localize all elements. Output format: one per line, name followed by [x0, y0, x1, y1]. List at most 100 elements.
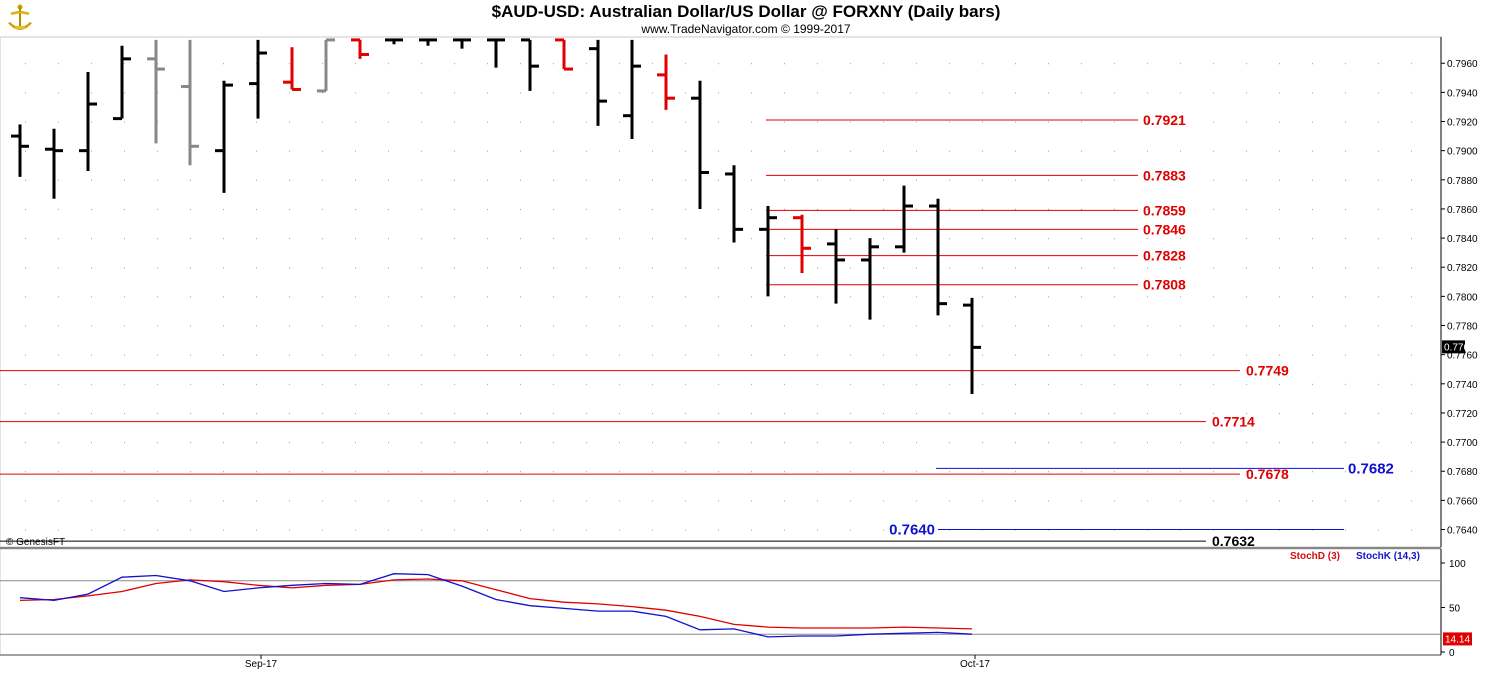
- grid-dot: [784, 267, 785, 269]
- indicator-tick-label: 50: [1449, 604, 1461, 615]
- grid-dot: [883, 325, 884, 327]
- grid-dot: [619, 471, 620, 473]
- grid-dot: [256, 267, 257, 269]
- grid-dot: [256, 442, 257, 444]
- grid-dot: [586, 92, 587, 94]
- grid-dot: [1081, 238, 1082, 240]
- grid-dot: [289, 500, 290, 502]
- grid-dot: [487, 412, 488, 414]
- grid-dot: [25, 208, 26, 210]
- grid-dot: [817, 412, 818, 414]
- grid-dot: [58, 267, 59, 269]
- grid-dot: [1279, 500, 1280, 502]
- grid-dot: [619, 267, 620, 269]
- ohlc-bar: [181, 39, 199, 166]
- grid-dot: [1180, 354, 1181, 356]
- grid-dot: [1114, 92, 1115, 94]
- grid-dot: [553, 383, 554, 385]
- grid-dot: [718, 92, 719, 94]
- time-axis-label: Sep-17: [245, 659, 278, 670]
- grid-dot: [949, 267, 950, 269]
- grid-dot: [850, 267, 851, 269]
- price-tick-label: 0.7720: [1447, 409, 1478, 420]
- grid-dot: [1114, 238, 1115, 240]
- price-tick-label: 0.7700: [1447, 438, 1478, 449]
- grid-dot: [1411, 179, 1412, 181]
- grid-dot: [1081, 500, 1082, 502]
- grid-dot: [850, 529, 851, 531]
- grid-dot: [784, 442, 785, 444]
- grid-dot: [322, 179, 323, 181]
- grid-dot: [256, 529, 257, 531]
- grid-dot: [25, 442, 26, 444]
- grid-dot: [1180, 150, 1181, 152]
- grid-dot: [949, 471, 950, 473]
- grid-dot: [124, 238, 125, 240]
- grid-dot: [1312, 208, 1313, 210]
- grid-dot: [1048, 267, 1049, 269]
- price-tick-label: 0.7960: [1447, 59, 1478, 70]
- grid-dot: [322, 267, 323, 269]
- grid-dot: [850, 63, 851, 65]
- grid-dot: [157, 325, 158, 327]
- grid-dot: [1081, 208, 1082, 210]
- grid-dot: [784, 296, 785, 298]
- price-tick-label: 0.7640: [1447, 526, 1478, 537]
- grid-dot: [520, 354, 521, 356]
- grid-dot: [1312, 150, 1313, 152]
- grid-dot: [289, 238, 290, 240]
- grid-dot: [850, 296, 851, 298]
- grid-dot: [223, 267, 224, 269]
- grid-dot: [157, 238, 158, 240]
- grid-dot: [1312, 325, 1313, 327]
- grid-dot: [58, 383, 59, 385]
- grid-dot: [1147, 442, 1148, 444]
- grid-dot: [751, 471, 752, 473]
- grid-dot: [1048, 325, 1049, 327]
- grid-dot: [190, 267, 191, 269]
- grid-dot: [751, 383, 752, 385]
- grid-dot: [322, 208, 323, 210]
- grid-dot: [1015, 267, 1016, 269]
- grid-dot: [619, 296, 620, 298]
- grid-dot: [619, 354, 620, 356]
- grid-dot: [1213, 442, 1214, 444]
- grid-dot: [25, 500, 26, 502]
- grid-dot: [718, 179, 719, 181]
- grid-dot: [1213, 296, 1214, 298]
- grid-dot: [289, 63, 290, 65]
- grid-dot: [124, 121, 125, 123]
- grid-dot: [619, 529, 620, 531]
- grid-dot: [421, 529, 422, 531]
- grid-dot: [1213, 92, 1214, 94]
- grid-dot: [1147, 121, 1148, 123]
- grid-dot: [982, 471, 983, 473]
- grid-dot: [817, 296, 818, 298]
- grid-dot: [1411, 296, 1412, 298]
- grid-dot: [1081, 325, 1082, 327]
- grid-dot: [784, 383, 785, 385]
- grid-dot: [1345, 442, 1346, 444]
- grid-dot: [1213, 383, 1214, 385]
- grid-dot: [982, 121, 983, 123]
- grid-dot: [718, 63, 719, 65]
- grid-dot: [751, 354, 752, 356]
- grid-dot: [916, 208, 917, 210]
- grid-dot: [421, 63, 422, 65]
- grid-dot: [454, 471, 455, 473]
- grid-dot: [652, 179, 653, 181]
- grid-dot: [652, 383, 653, 385]
- grid-dot: [223, 500, 224, 502]
- grid-dot: [487, 354, 488, 356]
- grid-dot: [1312, 296, 1313, 298]
- ohlc-bar: [895, 185, 913, 253]
- grid-dot: [256, 354, 257, 356]
- grid-dot: [949, 325, 950, 327]
- grid-dot: [1114, 500, 1115, 502]
- grid-dot: [652, 150, 653, 152]
- grid-dot: [157, 471, 158, 473]
- grid-dot: [1312, 121, 1313, 123]
- grid-dot: [949, 63, 950, 65]
- ohlc-bar: [963, 297, 981, 394]
- grid-dot: [355, 150, 356, 152]
